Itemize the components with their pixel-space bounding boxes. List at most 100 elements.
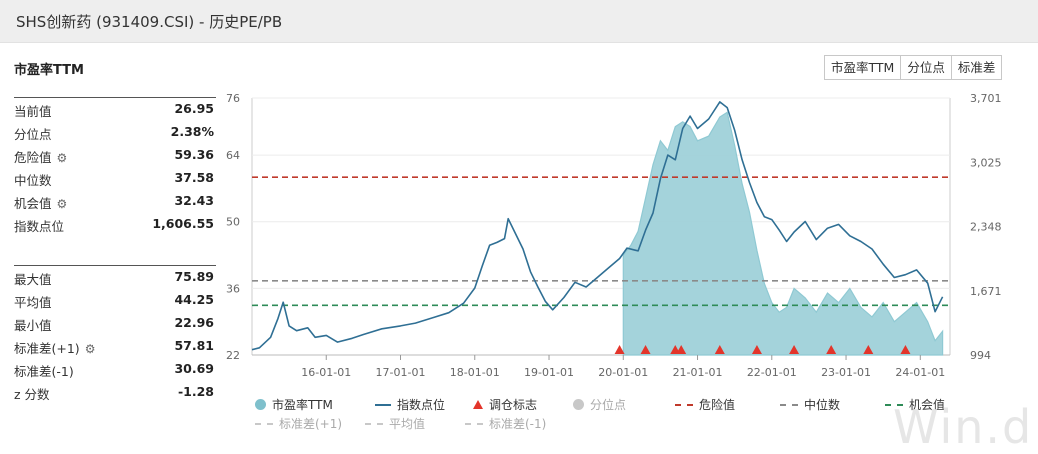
rebalance-marker bbox=[614, 345, 625, 354]
rebalance-marker bbox=[826, 345, 837, 354]
stat-label: 指数点位 bbox=[14, 219, 65, 234]
left-tick-label: 22 bbox=[226, 349, 240, 362]
percentile-button[interactable]: 分位点 bbox=[900, 56, 951, 79]
rebalance-marker bbox=[863, 345, 874, 354]
x-tick-label: 21-01-01 bbox=[673, 366, 723, 379]
stat-label-text: 危险值 bbox=[14, 150, 52, 165]
legend-dash-icon bbox=[365, 422, 383, 425]
gear-icon[interactable]: ⚙ bbox=[84, 342, 96, 356]
x-tick-label: 23-01-01 bbox=[821, 366, 871, 379]
stat-row-percentile: 分位点 2.38% bbox=[14, 121, 216, 144]
legend-label: 中位数 bbox=[804, 398, 841, 412]
legend-item[interactable]: 标准差(+1) bbox=[255, 415, 342, 432]
legend-dot-icon bbox=[573, 399, 584, 410]
x-tick-label: 16-01-01 bbox=[301, 366, 351, 379]
stat-label: 机会值 ⚙ bbox=[14, 193, 67, 212]
legend-item[interactable]: 指数点位 bbox=[375, 396, 445, 413]
legend-label: 市盈率TTM bbox=[272, 398, 333, 412]
right-tick-label: 1,671 bbox=[970, 285, 1002, 298]
stat-label: 平均值 bbox=[14, 295, 52, 310]
x-tick-label: 17-01-01 bbox=[376, 366, 426, 379]
reference-lines bbox=[252, 176, 950, 307]
stat-row-opportunity: 机会值 ⚙ 32.43 bbox=[14, 190, 216, 213]
right-tick-label: 3,025 bbox=[970, 156, 1002, 169]
legend-label: 机会值 bbox=[909, 398, 946, 412]
std-dev-button[interactable]: 标准差 bbox=[950, 56, 1002, 79]
rebalance-marker bbox=[714, 345, 725, 354]
gear-icon[interactable]: ⚙ bbox=[56, 151, 68, 165]
legend-label: 危险值 bbox=[699, 398, 736, 412]
stat-row-mean: 平均值 44.25 bbox=[14, 289, 216, 312]
left-tick-label: 76 bbox=[226, 92, 240, 105]
stat-row-std-plus: 标准差(+1) ⚙ 57.81 bbox=[14, 335, 216, 358]
legend-item[interactable]: 分位点 bbox=[573, 396, 626, 413]
left-tick-label: 50 bbox=[226, 216, 240, 229]
index-line bbox=[251, 101, 944, 351]
stat-value: 1,606.55 bbox=[152, 216, 214, 231]
stat-label: 中位数 bbox=[14, 173, 52, 188]
legend-label: 调仓标志 bbox=[489, 398, 538, 412]
stat-label: 分位点 bbox=[14, 127, 52, 142]
stat-value: 57.81 bbox=[174, 338, 214, 353]
index-series bbox=[251, 101, 944, 351]
stat-value: -1.28 bbox=[177, 384, 214, 399]
legend-line-icon bbox=[375, 403, 391, 406]
legend-item[interactable]: 标准差(-1) bbox=[465, 415, 546, 432]
stats-panel-current: 当前值 26.95 分位点 2.38% 危险值 ⚙ 59.36 中位数 37.58 机会值… bbox=[14, 97, 216, 236]
stat-value: 2.38% bbox=[170, 124, 214, 139]
wind-watermark: Win.d bbox=[893, 400, 1034, 454]
legend-label: 指数点位 bbox=[397, 398, 446, 412]
stat-row-max: 最大值 75.89 bbox=[14, 266, 216, 289]
stat-row-current: 当前值 26.95 bbox=[14, 98, 216, 121]
stat-row-index: 指数点位 1,606.55 bbox=[14, 213, 216, 236]
stat-value: 59.36 bbox=[174, 147, 214, 162]
legend-dash-icon bbox=[675, 403, 693, 406]
stat-value: 30.69 bbox=[174, 361, 214, 376]
legend-item[interactable]: 危险值 bbox=[675, 396, 735, 413]
legend-dash-icon bbox=[465, 422, 483, 425]
right-tick-label: 2,348 bbox=[970, 221, 1002, 234]
title-bar: SHS创新药 (931409.CSI) - 历史PE/PB bbox=[0, 0, 1038, 43]
divider bbox=[14, 97, 216, 98]
section-label: 市盈率TTM bbox=[14, 63, 84, 78]
view-toggle: 市盈率TTM 分位点 标准差 bbox=[824, 55, 1003, 80]
stat-row-std-minus: 标准差(-1) 30.69 bbox=[14, 358, 216, 381]
legend-dash-icon bbox=[780, 403, 798, 406]
pe-ttm-area bbox=[622, 111, 944, 356]
right-tick-label: 994 bbox=[970, 349, 991, 362]
legend-dash-icon bbox=[255, 422, 273, 425]
stat-label: 最小值 bbox=[14, 318, 52, 333]
axis-ticks: 22 36 50 64 76 994 1,671 2,348 3,025 3,701 16-01-0… bbox=[226, 92, 1002, 379]
legend-item[interactable]: 调仓标志 bbox=[473, 396, 537, 413]
x-tick-label: 18-01-01 bbox=[450, 366, 500, 379]
stat-value: 44.25 bbox=[174, 292, 214, 307]
stat-label-text: 机会值 bbox=[14, 196, 52, 211]
legend-item[interactable]: 中位数 bbox=[780, 396, 840, 413]
stat-label: z 分数 bbox=[14, 387, 50, 402]
pe-ttm-button[interactable]: 市盈率TTM bbox=[825, 56, 901, 79]
rebalance-marker bbox=[640, 345, 651, 354]
stat-value: 26.95 bbox=[174, 101, 214, 116]
stat-row-median: 中位数 37.58 bbox=[14, 167, 216, 190]
legend-dash-icon bbox=[885, 403, 903, 406]
stat-value: 22.96 bbox=[174, 315, 214, 330]
stat-value: 32.43 bbox=[174, 193, 214, 208]
rebalance-marker bbox=[751, 345, 762, 354]
rebalance-marker bbox=[789, 345, 800, 354]
legend-label: 标准差(-1) bbox=[489, 417, 547, 431]
stat-value: 75.89 bbox=[174, 269, 214, 284]
page-title: SHS创新药 (931409.CSI) - 历史PE/PB bbox=[16, 13, 283, 31]
rebalance-marker bbox=[676, 345, 687, 354]
stat-row-zscore: z 分数 -1.28 bbox=[14, 381, 216, 404]
stat-label: 最大值 bbox=[14, 272, 52, 287]
stat-label: 当前值 bbox=[14, 104, 52, 119]
stat-value: 37.58 bbox=[174, 170, 214, 185]
rebalance-marker bbox=[900, 345, 911, 354]
stat-label: 标准差(+1) ⚙ bbox=[14, 338, 95, 357]
legend-item[interactable]: 平均值 bbox=[365, 415, 425, 432]
stat-row-danger: 危险值 ⚙ 59.36 bbox=[14, 144, 216, 167]
pe-ttm-series bbox=[622, 111, 944, 356]
legend-item[interactable]: 市盈率TTM bbox=[255, 396, 333, 413]
legend-item[interactable]: 机会值 bbox=[885, 396, 945, 413]
gear-icon[interactable]: ⚙ bbox=[56, 197, 68, 211]
